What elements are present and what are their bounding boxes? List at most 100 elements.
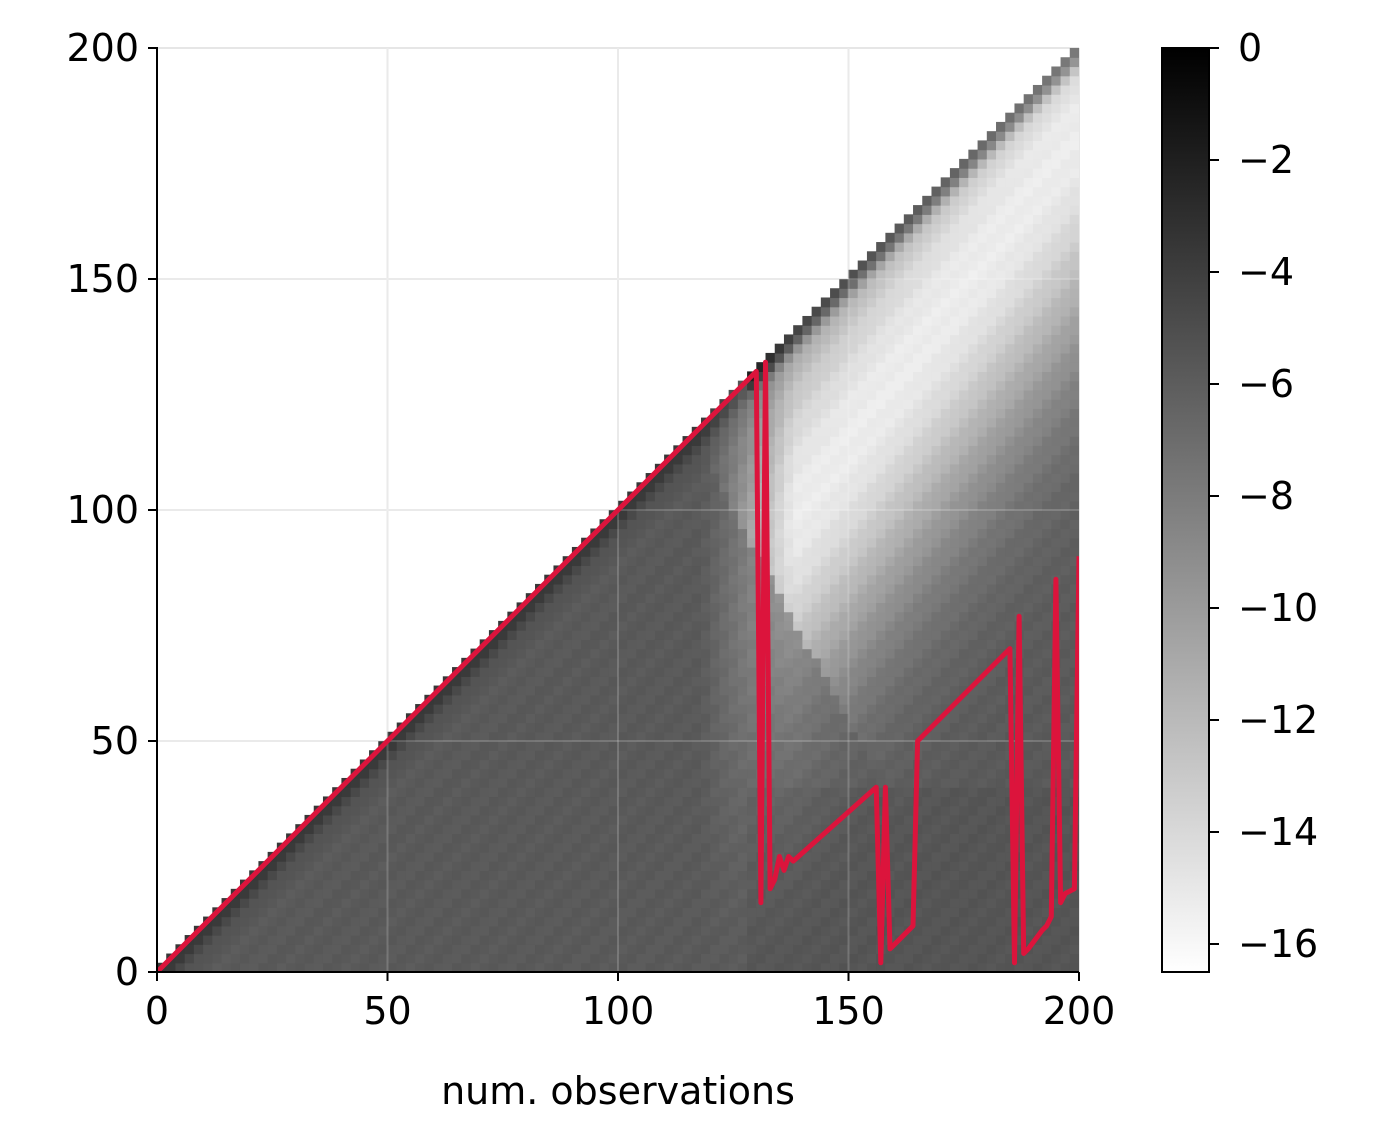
heatmap-cell bbox=[968, 843, 978, 853]
heatmap-cell bbox=[876, 547, 886, 557]
heatmap-cell bbox=[1061, 787, 1071, 797]
heatmap-cell bbox=[535, 806, 545, 816]
heatmap-cell bbox=[452, 926, 462, 936]
heatmap-cell bbox=[480, 833, 490, 843]
heatmap-cell bbox=[683, 639, 693, 649]
heatmap-cell bbox=[655, 824, 665, 834]
heatmap-cell bbox=[434, 750, 444, 760]
heatmap-cell bbox=[775, 686, 785, 696]
heatmap-cell bbox=[719, 639, 729, 649]
heatmap-cell bbox=[719, 492, 729, 502]
heatmap-cell bbox=[941, 205, 951, 215]
heatmap-cell bbox=[1033, 723, 1043, 733]
heatmap-cell bbox=[968, 917, 978, 927]
heatmap-cell bbox=[931, 833, 941, 843]
heatmap-cell bbox=[895, 649, 905, 659]
heatmap-cell bbox=[821, 676, 831, 686]
heatmap-cell bbox=[369, 954, 379, 964]
heatmap-cell bbox=[968, 630, 978, 640]
heatmap-cell bbox=[968, 261, 978, 271]
heatmap-cell bbox=[544, 907, 554, 917]
heatmap-cell bbox=[895, 445, 905, 455]
heatmap-cell bbox=[1033, 242, 1043, 252]
heatmap-cell bbox=[922, 547, 932, 557]
heatmap-cell bbox=[517, 815, 527, 825]
heatmap-cell bbox=[572, 861, 582, 871]
heatmap-cell bbox=[941, 344, 951, 354]
heatmap-cell bbox=[867, 556, 877, 566]
heatmap-cell bbox=[784, 815, 794, 825]
heatmap-cell bbox=[600, 556, 610, 566]
heatmap-cell bbox=[793, 880, 803, 890]
heatmap-cell bbox=[314, 852, 324, 862]
heatmap-cell bbox=[849, 787, 859, 797]
heatmap-cell bbox=[664, 565, 674, 575]
heatmap-cell bbox=[1024, 787, 1034, 797]
heatmap-cell bbox=[553, 833, 563, 843]
heatmap-cell bbox=[793, 584, 803, 594]
heatmap-cell bbox=[830, 399, 840, 409]
heatmap-cell bbox=[1061, 528, 1071, 538]
heatmap-cell bbox=[526, 676, 536, 686]
heatmap-cell bbox=[1051, 214, 1061, 224]
heatmap-cell bbox=[701, 575, 711, 585]
heatmap-cell bbox=[1042, 482, 1052, 492]
heatmap-cell bbox=[627, 649, 637, 659]
heatmap-cell bbox=[1033, 658, 1043, 668]
heatmap-cell bbox=[987, 824, 997, 834]
heatmap-cell bbox=[1051, 242, 1061, 252]
heatmap-cell bbox=[1024, 353, 1034, 363]
heatmap-cell bbox=[821, 630, 831, 640]
heatmap-cell bbox=[627, 612, 637, 622]
heatmap-cell bbox=[701, 723, 711, 733]
heatmap-cell bbox=[452, 750, 462, 760]
heatmap-cell bbox=[950, 575, 960, 585]
heatmap-cell bbox=[517, 935, 527, 945]
heatmap-cell bbox=[747, 843, 757, 853]
heatmap-cell bbox=[950, 750, 960, 760]
heatmap-cell bbox=[950, 418, 960, 428]
heatmap-cell bbox=[849, 602, 859, 612]
heatmap-cell bbox=[1051, 233, 1061, 243]
heatmap-cell bbox=[480, 889, 490, 899]
heatmap-cell bbox=[480, 778, 490, 788]
heatmap-cell bbox=[996, 399, 1006, 409]
heatmap-cell bbox=[535, 917, 545, 927]
heatmap-cell bbox=[388, 769, 398, 779]
heatmap-cell bbox=[1061, 695, 1071, 705]
heatmap-cell bbox=[802, 427, 812, 437]
heatmap-cell bbox=[692, 713, 702, 723]
heatmap-cell bbox=[646, 584, 656, 594]
heatmap-cell bbox=[397, 917, 407, 927]
heatmap-cell bbox=[1042, 436, 1052, 446]
heatmap-cell bbox=[941, 639, 951, 649]
heatmap-cell bbox=[452, 787, 462, 797]
heatmap-cell bbox=[1033, 85, 1043, 95]
heatmap-cell bbox=[931, 297, 941, 307]
heatmap-cell bbox=[258, 944, 268, 954]
heatmap-cell bbox=[802, 926, 812, 936]
heatmap-cell bbox=[544, 833, 554, 843]
heatmap-cell bbox=[849, 612, 859, 622]
heatmap-cell bbox=[415, 796, 425, 806]
heatmap-cell bbox=[904, 334, 914, 344]
heatmap-cell bbox=[581, 741, 591, 751]
heatmap-cell bbox=[710, 547, 720, 557]
heatmap-cell bbox=[673, 519, 683, 529]
heatmap-cell bbox=[424, 852, 434, 862]
heatmap-cell bbox=[563, 676, 573, 686]
heatmap-cell bbox=[978, 519, 988, 529]
heatmap-cell bbox=[849, 371, 859, 381]
heatmap-cell bbox=[719, 787, 729, 797]
heatmap-cell bbox=[553, 630, 563, 640]
heatmap-cell bbox=[766, 898, 776, 908]
heatmap-cell bbox=[388, 880, 398, 890]
heatmap-cell bbox=[802, 861, 812, 871]
heatmap-cell bbox=[590, 898, 600, 908]
heatmap-cell bbox=[692, 630, 702, 640]
heatmap-cell bbox=[867, 907, 877, 917]
heatmap-cell bbox=[332, 944, 342, 954]
heatmap-cell bbox=[812, 547, 822, 557]
heatmap-cell bbox=[1024, 649, 1034, 659]
heatmap-cell bbox=[738, 759, 748, 769]
